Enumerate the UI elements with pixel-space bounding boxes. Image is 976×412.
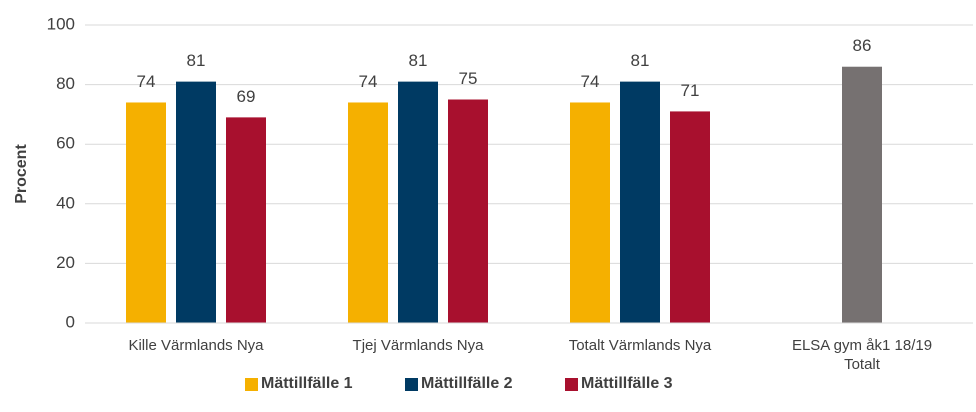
data-label: 74	[581, 72, 600, 91]
bar	[348, 102, 388, 323]
y-tick-label: 40	[56, 193, 75, 212]
data-label: 81	[631, 51, 650, 70]
bar	[620, 81, 660, 324]
x-tick-label: Tjej Värmlands Nya	[352, 337, 484, 354]
bar	[842, 66, 882, 323]
data-label: 81	[187, 51, 206, 70]
x-tick-label: ELSA gym åk1 18/19 Totalt	[791, 337, 933, 373]
data-label: 74	[137, 72, 156, 91]
x-tick-label: Kille Värmlands Nya	[128, 337, 264, 354]
data-label: 75	[459, 69, 478, 88]
bar	[226, 117, 266, 323]
y-tick-label: 80	[56, 74, 75, 93]
bar	[448, 99, 488, 323]
y-tick-label: 20	[56, 253, 75, 272]
y-axis-label: Procent	[13, 144, 30, 204]
y-tick-label: 100	[47, 14, 75, 33]
legend-swatch	[565, 377, 578, 391]
data-label: 81	[409, 51, 428, 70]
legend-label: Mättillfälle 1	[261, 375, 353, 392]
legend-swatch	[405, 377, 418, 391]
data-label: 71	[681, 81, 700, 100]
data-label: 69	[237, 87, 256, 106]
legend-label: Mättillfälle 2	[421, 375, 513, 392]
bar	[126, 102, 166, 323]
bar	[570, 102, 610, 323]
bar	[176, 81, 216, 324]
bar	[398, 81, 438, 324]
legend-item: Mättillfälle 1	[245, 375, 353, 393]
bar	[670, 111, 710, 323]
legend-item: Mättillfälle 2	[405, 375, 513, 393]
legend-label: Mättillfälle 3	[581, 375, 673, 392]
legend-item: Mättillfälle 3	[565, 375, 673, 393]
x-tick-label: Totalt Värmlands Nya	[568, 337, 712, 354]
y-tick-label: 0	[66, 312, 75, 331]
data-label: 74	[359, 72, 378, 91]
legend-swatch	[245, 377, 258, 391]
y-tick-label: 60	[56, 134, 75, 153]
data-label: 86	[853, 36, 872, 55]
